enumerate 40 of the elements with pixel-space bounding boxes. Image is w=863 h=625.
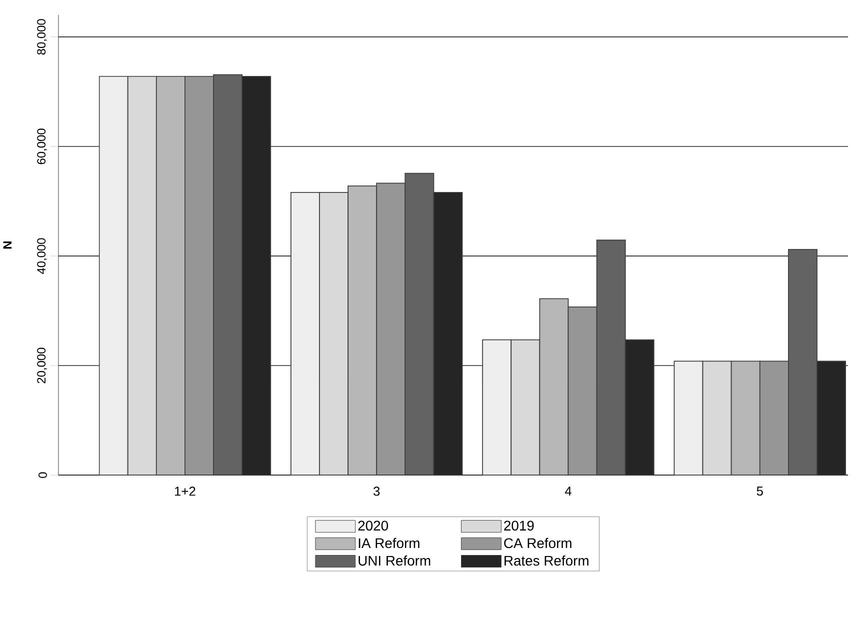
bar — [816, 360, 846, 476]
x-tick-label: 5 — [756, 486, 763, 496]
bar — [242, 76, 272, 476]
bar — [702, 360, 732, 476]
bar — [127, 76, 157, 476]
y-axis-title: N — [3, 242, 12, 249]
bar — [213, 74, 243, 476]
bar — [98, 76, 128, 476]
bar — [404, 172, 434, 476]
legend-label: CA Reform — [504, 538, 572, 548]
y-tick-label: 40,000 — [37, 238, 47, 274]
bar — [482, 339, 512, 476]
bar — [433, 192, 463, 476]
bar — [319, 192, 348, 476]
bar — [348, 186, 378, 476]
bar — [788, 249, 818, 476]
x-tick-label: 4 — [564, 486, 572, 496]
bar — [624, 339, 654, 476]
bar — [539, 298, 569, 476]
legend-label: Rates Reform — [504, 556, 588, 566]
y-tick-label: 80,000 — [37, 19, 47, 55]
y-tick-label: 60,000 — [37, 128, 47, 164]
bar — [376, 182, 406, 476]
x-tick-label: 1+2 — [174, 486, 196, 496]
x-tick-label: 3 — [373, 486, 380, 496]
y-tick-label: 20,000 — [37, 348, 47, 384]
bar — [596, 240, 626, 476]
legend-label: UNI Reform — [358, 556, 430, 566]
legend-label: IA Reform — [358, 538, 420, 548]
bar — [156, 76, 186, 476]
bar — [568, 306, 598, 476]
y-tick-label: 0 — [38, 472, 47, 478]
bar — [730, 360, 760, 476]
bar — [184, 76, 214, 476]
bar — [759, 360, 789, 476]
legend-label: 2020 — [358, 520, 388, 531]
bar — [290, 192, 320, 476]
bar — [510, 339, 540, 476]
legend-label: 2019 — [504, 520, 534, 531]
bar — [674, 360, 704, 476]
